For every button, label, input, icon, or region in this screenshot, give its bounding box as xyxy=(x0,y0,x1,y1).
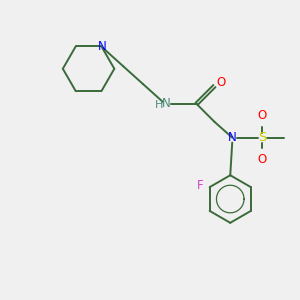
Text: N: N xyxy=(161,98,170,110)
Text: S: S xyxy=(258,131,266,144)
Text: O: O xyxy=(217,76,226,88)
Text: O: O xyxy=(257,109,267,122)
Text: N: N xyxy=(98,40,107,53)
Text: N: N xyxy=(228,131,237,144)
Text: O: O xyxy=(257,153,267,166)
Text: H: H xyxy=(155,100,163,110)
Text: F: F xyxy=(196,179,203,192)
